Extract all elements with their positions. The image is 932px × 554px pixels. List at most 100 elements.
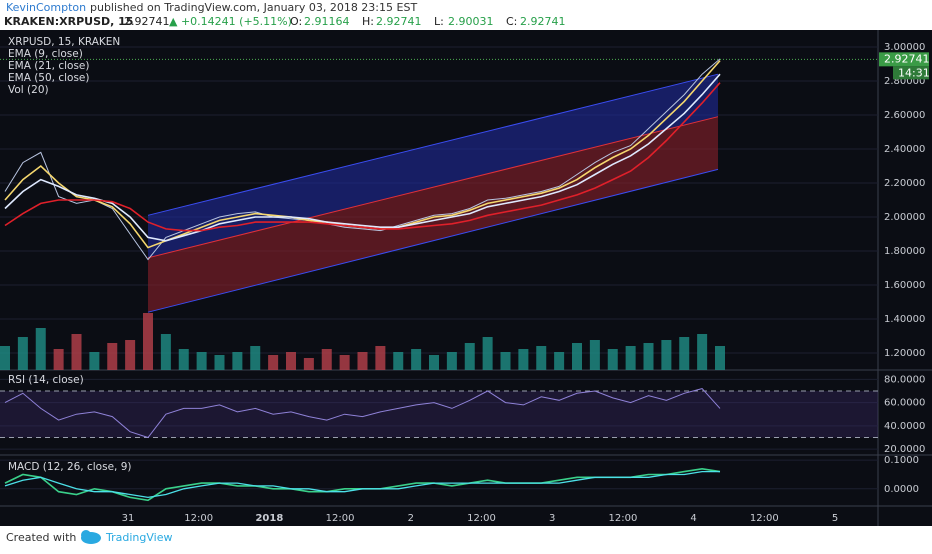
ohlc-value: 2.91164 [304,15,350,28]
volume-bar [697,334,708,370]
tv-logo [81,530,101,544]
publish-info: published on TradingView.com, January 03… [90,1,417,14]
x-tick-label: 2 [408,513,414,524]
rsi-line [4,388,721,439]
legend-entry: EMA (9, close) [8,48,83,60]
volume-bar [0,346,10,370]
x-tick-label: 12:00 [467,513,496,524]
volume-bar [643,343,654,370]
volume-bar [250,346,261,370]
last-price-label: 2.92741 [884,52,930,65]
channel-line [147,73,719,216]
y-tick-label: 60.0000 [884,398,925,409]
volume-bar [607,349,618,370]
countdown-box [893,66,929,80]
volume-bar [71,334,82,370]
ohlc-label: O: [290,15,302,28]
volume-bar [661,340,672,370]
y-tick-label: 2.80000 [884,76,925,87]
volume-bar [411,349,422,370]
price-line [4,58,721,261]
author-link[interactable]: KevinCompton [6,1,86,14]
price-line [4,73,721,242]
ohlc-value: 2.92741 [520,15,566,28]
volume-bar [160,334,171,370]
channel-line [147,168,719,313]
legend-entry: EMA (21, close) [8,60,90,72]
footer-text: Created with [6,531,76,544]
x-tick-label: 12:00 [326,513,355,524]
volume-bar [554,352,565,370]
volume-bar [17,337,28,370]
volume-bar [464,343,475,370]
macd-legend: MACD (12, 26, close, 9) [8,461,131,473]
footer-brand[interactable]: TradingView [105,531,172,544]
x-tick-label: 31 [122,513,135,524]
y-tick-label: 2.60000 [884,110,925,121]
y-tick-label: 1.60000 [884,280,925,291]
volume-bar [482,337,493,370]
ohlc-value: 2.92741 [376,15,422,28]
volume-bar [53,349,64,370]
ohlc-value: 2.90031 [448,15,494,28]
footer-bg [0,527,932,550]
volume-bar [357,352,368,370]
y-tick-label: 1.40000 [884,314,925,325]
volume-bar [178,349,189,370]
y-tick-label: 0.1000 [884,455,919,466]
volume-bar [35,328,46,370]
price: 2.92741 [124,15,170,28]
ohlc-label: H: [362,15,374,28]
y-tick-label: 40.0000 [884,421,925,432]
channel-upper [148,74,718,258]
volume-bar [232,352,243,370]
y-tick-label: 2.00000 [884,212,925,223]
volume-bar [625,346,636,370]
volume-bar [303,358,314,370]
volume-bar [429,355,439,370]
volume-bar [214,355,225,370]
rsi-band [0,390,878,438]
x-tick-label: 3 [549,513,555,524]
x-tick-label: 12:00 [608,513,637,524]
channel-line [147,116,719,259]
volume-bar [572,343,582,370]
volume-bar [518,349,529,370]
volume-bar [339,355,350,370]
x-tick-label: 12:00 [184,513,213,524]
ohlc-label: L: [434,15,444,28]
volume-bar [143,313,153,370]
legend-entry: Vol (20) [8,84,49,96]
y-tick-label: 20.0000 [884,444,925,455]
y-tick-label: 2.20000 [884,178,925,189]
chart-bg [0,30,932,526]
countdown: 14:31 [898,66,930,79]
header-bg [0,0,932,30]
signal-line [4,470,720,499]
volume-bar [107,343,118,370]
y-tick-label: 1.80000 [884,246,925,257]
volume-bar [715,346,725,370]
channel-lower [148,116,718,313]
y-tick-label: 0.0000 [884,484,919,495]
volume-bar [196,352,207,370]
volume-bar [286,352,296,370]
y-tick-label: 80.0000 [884,374,925,385]
volume-bar [125,340,136,370]
last-price-box [879,52,929,67]
ohlc-label: C: [506,15,517,28]
volume-bar [268,355,279,370]
volume-bar [375,346,386,370]
y-tick-label: 3.00000 [884,42,925,53]
legend-entry: EMA (50, close) [8,72,90,84]
symbol: KRAKEN:XRPUSD, 15 [4,15,133,28]
legend-entry: XRPUSD, 15, KRAKEN [8,36,120,48]
y-tick-label: 1.20000 [884,348,925,359]
volume-bar [446,352,457,370]
rsi-legend: RSI (14, close) [8,374,84,386]
volume-bar [393,352,404,370]
volume-bar [500,352,511,370]
volume-bar [89,352,100,370]
